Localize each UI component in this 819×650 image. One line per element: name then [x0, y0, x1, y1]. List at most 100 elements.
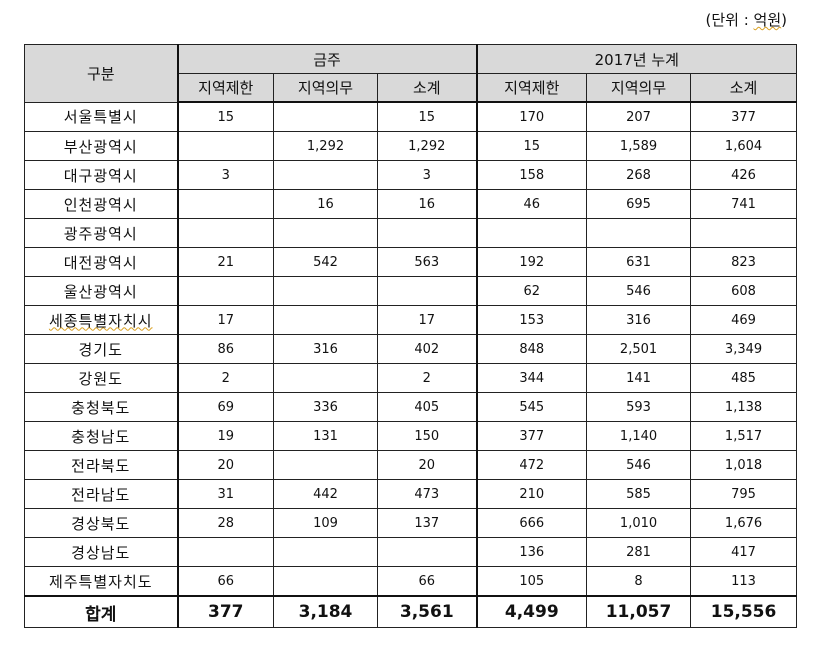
header-sub: 지역제한: [177, 73, 274, 103]
region-cell: 경상남도: [24, 537, 179, 567]
value-cell: 377: [476, 421, 588, 451]
region-cell: 전라남도: [24, 479, 179, 509]
region-label: 전라남도: [71, 485, 131, 504]
value-cell: [177, 276, 274, 306]
value-cell: 1,292: [376, 131, 478, 161]
value-cell: 8: [586, 566, 692, 597]
region-cell: 경상북도: [24, 508, 179, 538]
value-cell: 105: [476, 566, 588, 597]
value-cell: 17: [376, 305, 478, 335]
value-cell: 1,292: [273, 131, 378, 161]
table-row: 세종특별자치시 17 17 153 316 469: [24, 305, 798, 335]
header-category: 구분: [24, 44, 179, 103]
region-label: 세종특별자치시: [48, 311, 153, 330]
region-cell: 충청북도: [24, 392, 179, 422]
value-cell: [177, 218, 274, 248]
value-cell: 86: [177, 334, 274, 364]
value-cell: 16: [376, 189, 478, 219]
table-row: 충청남도 19 131 150 377 1,140 1,517: [24, 421, 798, 451]
region-label: 부산광역시: [63, 137, 138, 156]
value-cell: 158: [476, 160, 588, 190]
value-cell: 69: [177, 392, 274, 422]
total-row: 합계 377 3,184 3,561 4,499 11,057 15,556: [24, 595, 798, 628]
value-cell: [586, 218, 692, 248]
table-row: 인천광역시 16 16 46 695 741: [24, 189, 798, 219]
table-row: 전라북도 20 20 472 546 1,018: [24, 450, 798, 480]
region-cell: 인천광역시: [24, 189, 179, 219]
header-sub: 지역의무: [586, 73, 692, 103]
value-cell: 741: [690, 189, 798, 219]
value-cell: 1,604: [690, 131, 798, 161]
total-label: 합계: [24, 595, 179, 628]
value-cell: 15: [476, 131, 588, 161]
header-sub: 지역의무: [273, 73, 378, 103]
value-cell: 2: [177, 363, 274, 393]
value-cell: 442: [273, 479, 378, 509]
value-cell: 485: [690, 363, 798, 393]
value-cell: 2,501: [586, 334, 692, 364]
value-cell: 593: [586, 392, 692, 422]
value-cell: [376, 537, 478, 567]
region-label: 대구광역시: [63, 166, 138, 185]
value-cell: 377: [690, 101, 798, 132]
value-cell: 344: [476, 363, 588, 393]
value-cell: 109: [273, 508, 378, 538]
value-cell: 141: [586, 363, 692, 393]
value-cell: 210: [476, 479, 588, 509]
unit-label: 억원: [753, 11, 782, 29]
value-cell: 473: [376, 479, 478, 509]
value-cell: 542: [273, 247, 378, 277]
region-cell: 광주광역시: [24, 218, 179, 248]
region-cell: 서울특별시: [24, 101, 179, 132]
table-row: 울산광역시 62 546 608: [24, 276, 798, 306]
region-label: 충청북도: [71, 398, 131, 417]
value-cell: 21: [177, 247, 274, 277]
value-cell: 192: [476, 247, 588, 277]
value-cell: 402: [376, 334, 478, 364]
value-cell: 472: [476, 450, 588, 480]
region-cell: 전라북도: [24, 450, 179, 480]
table-row: 경상북도 28 109 137 666 1,010 1,676: [24, 508, 798, 538]
value-cell: [690, 218, 798, 248]
value-cell: 545: [476, 392, 588, 422]
value-cell: 546: [586, 450, 692, 480]
value-cell: 608: [690, 276, 798, 306]
value-cell: [376, 276, 478, 306]
total-value-cell: 3,184: [273, 595, 378, 628]
table-row: 전라남도 31 442 473 210 585 795: [24, 479, 798, 509]
region-cell: 충청남도: [24, 421, 179, 451]
region-label: 제주특별자치도: [48, 572, 153, 591]
procurement-table: 구분 금주 2017년 누계 지역제한 지역의무 소계 지역제한 지역의무 소계…: [24, 44, 798, 628]
value-cell: 131: [273, 421, 378, 451]
table-row: 경기도 86 316 402 848 2,501 3,349: [24, 334, 798, 364]
unit-prefix: (단위 :: [705, 11, 754, 29]
value-cell: [177, 131, 274, 161]
region-cell: 경기도: [24, 334, 179, 364]
table-row: 대구광역시 3 3 158 268 426: [24, 160, 798, 190]
header-sub: 지역제한: [476, 73, 588, 103]
value-cell: 19: [177, 421, 274, 451]
total-value-cell: 4,499: [476, 595, 588, 628]
value-cell: 1,140: [586, 421, 692, 451]
value-cell: 3: [177, 160, 274, 190]
value-cell: [273, 218, 378, 248]
value-cell: 848: [476, 334, 588, 364]
value-cell: 1,517: [690, 421, 798, 451]
header-sub: 소계: [376, 73, 478, 103]
value-cell: 1,676: [690, 508, 798, 538]
table-row: 대전광역시 21 542 563 192 631 823: [24, 247, 798, 277]
value-cell: 417: [690, 537, 798, 567]
region-cell: 대전광역시: [24, 247, 179, 277]
value-cell: 15: [376, 101, 478, 132]
value-cell: [273, 305, 378, 335]
region-label: 경상남도: [71, 543, 131, 562]
value-cell: [177, 537, 274, 567]
value-cell: 20: [177, 450, 274, 480]
value-cell: 66: [376, 566, 478, 597]
region-label: 전라북도: [71, 456, 131, 475]
value-cell: 585: [586, 479, 692, 509]
value-cell: 823: [690, 247, 798, 277]
value-cell: 666: [476, 508, 588, 538]
value-cell: 62: [476, 276, 588, 306]
value-cell: 336: [273, 392, 378, 422]
